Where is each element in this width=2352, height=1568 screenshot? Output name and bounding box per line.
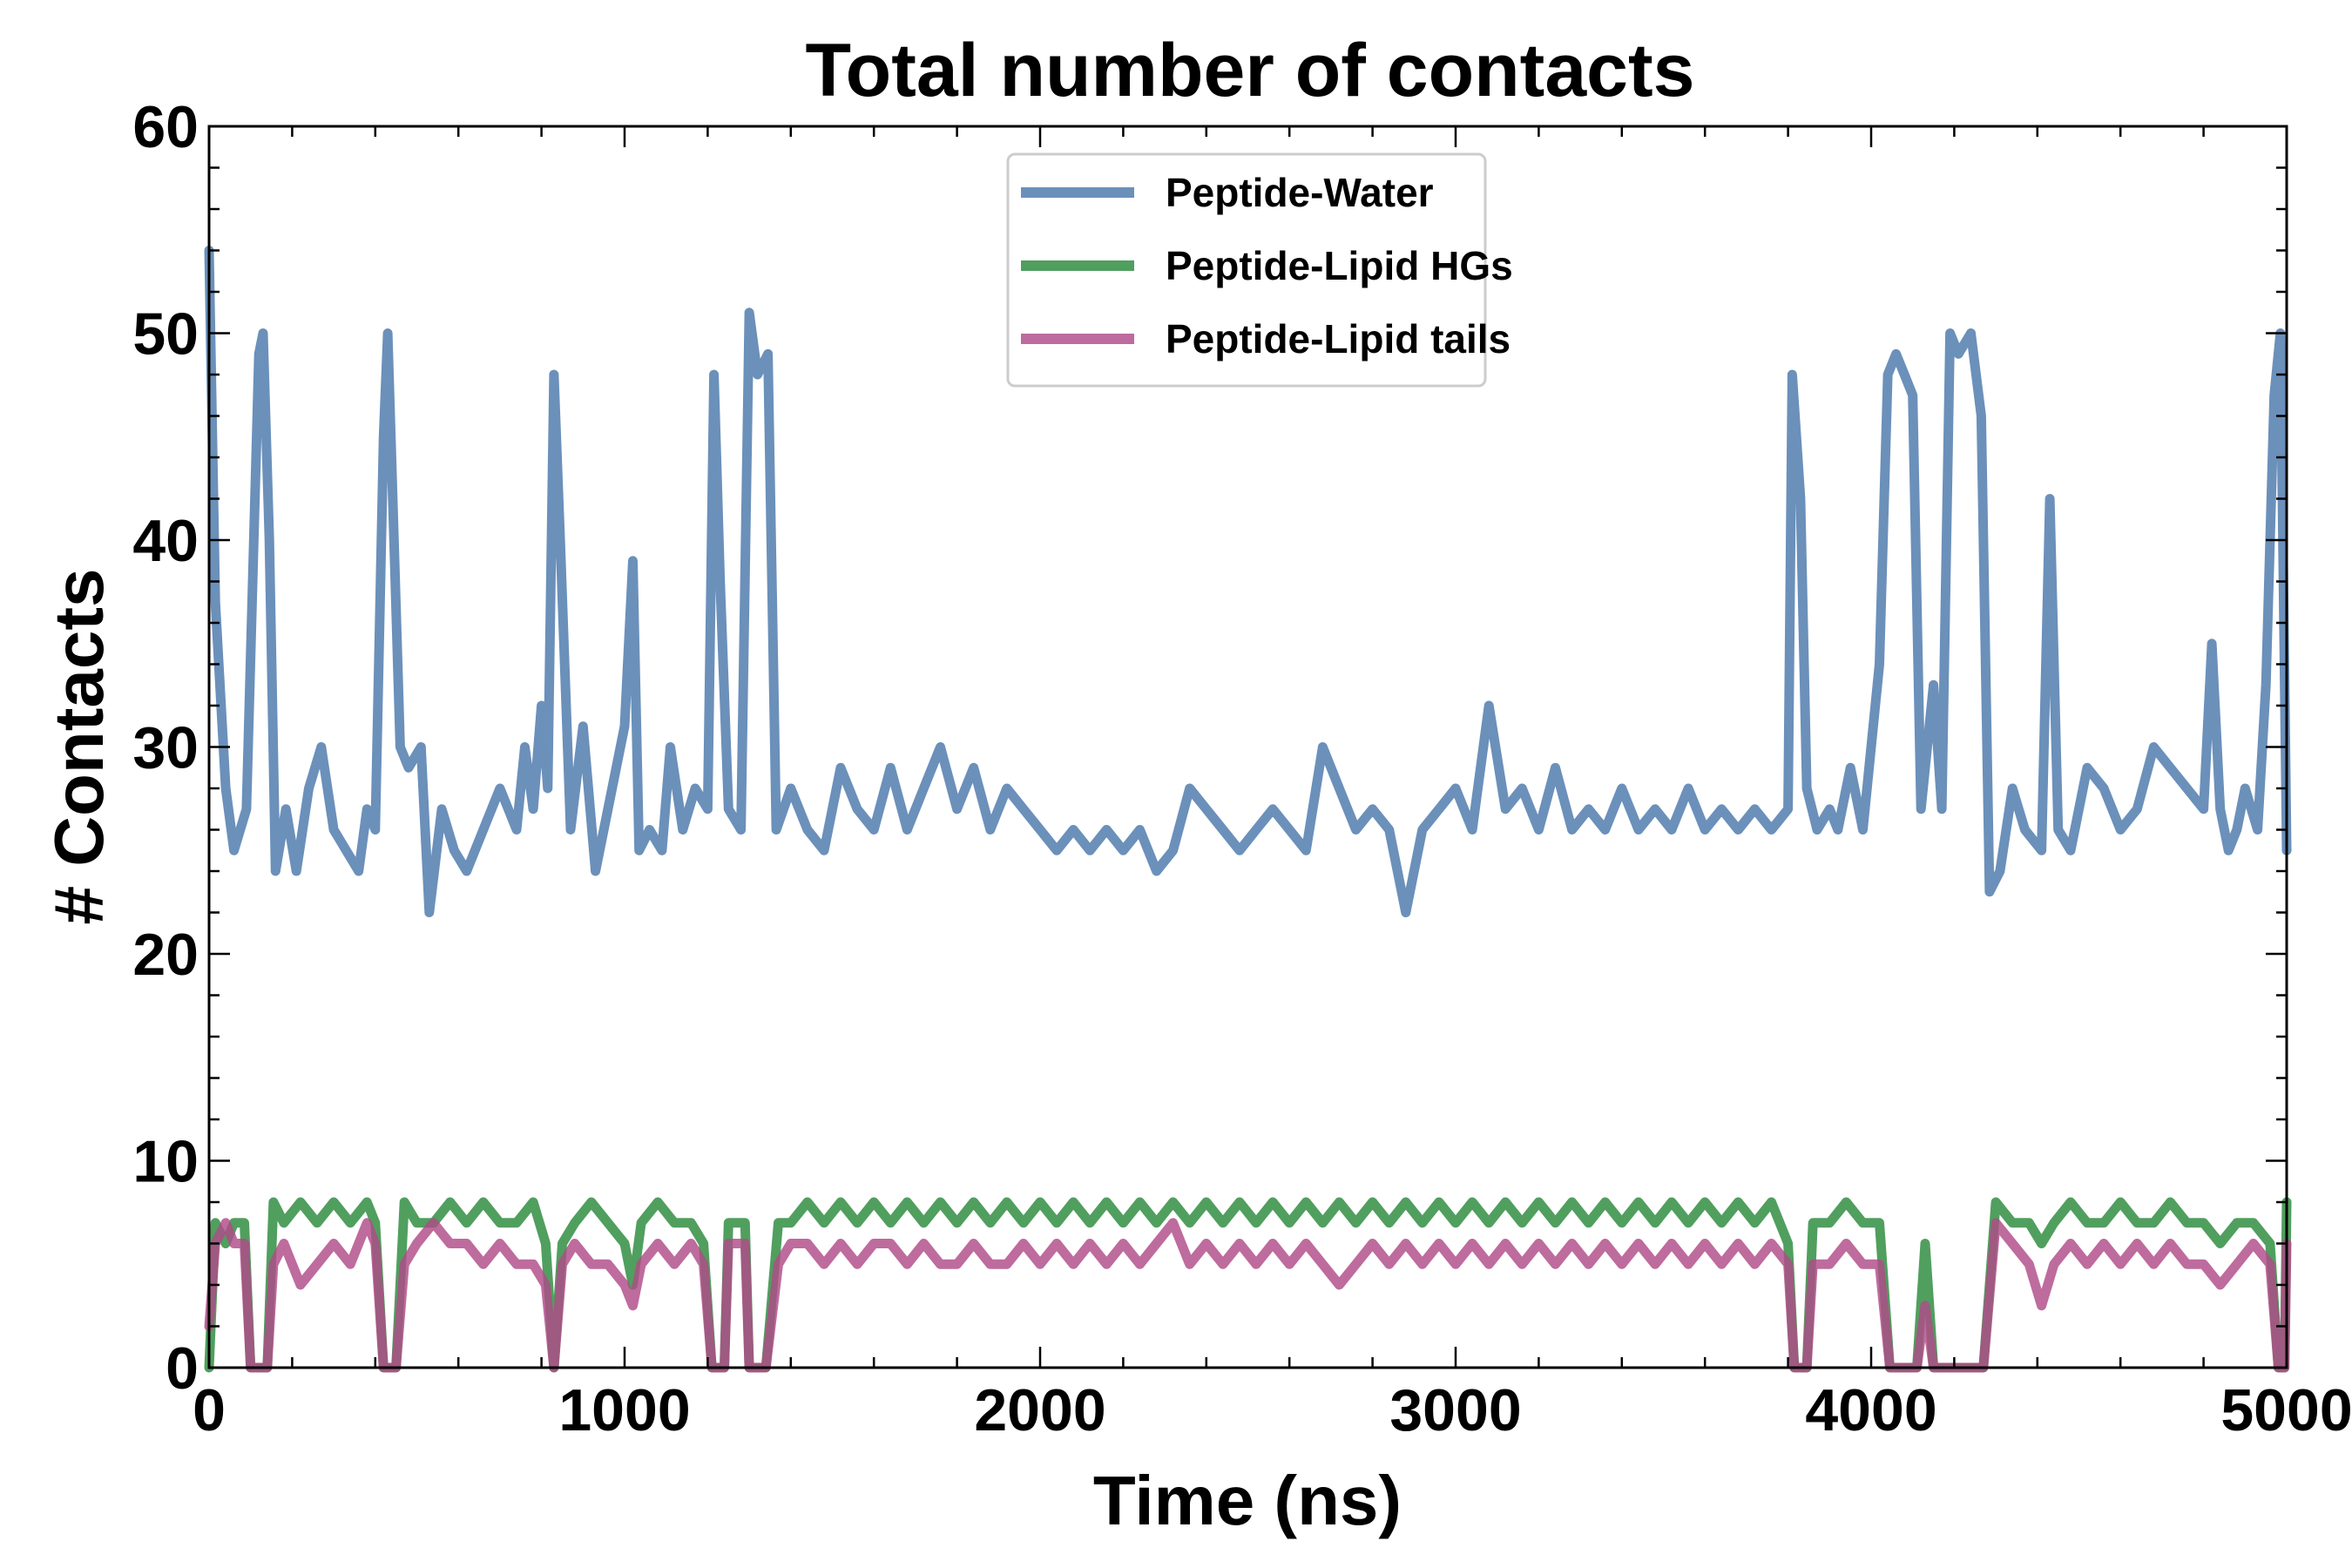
legend: Peptide-Water Peptide-Lipid HGs Peptide-Li… — [1006, 152, 1513, 388]
series-line-peptide-water — [204, 246, 2292, 917]
y-tick-label: 20 — [132, 922, 199, 988]
ticks-layer: 0 1000 2000 3000 4000 5000 0 10 20 30 40 50 60 — [132, 94, 2352, 1443]
x-tick-label: 2000 — [974, 1377, 1105, 1443]
y-tick-label: 30 — [132, 715, 199, 781]
plot-area-frame — [207, 125, 2288, 1369]
x-tick-label: 0 — [193, 1377, 226, 1443]
y-axis-label: # Contacts — [40, 569, 118, 925]
y-tick-label: 60 — [132, 94, 199, 160]
legend-label: Peptide-Lipid HGs — [1166, 243, 1513, 288]
legend-label: Peptide-Water — [1166, 170, 1434, 215]
y-tick-label: 40 — [132, 508, 199, 574]
y-tick-label: 50 — [132, 301, 199, 368]
x-tick-label: 3000 — [1389, 1377, 1521, 1443]
y-tick-label: 0 — [166, 1335, 199, 1402]
x-tick-label: 1000 — [558, 1377, 690, 1443]
legend-label: Peptide-Lipid tails — [1166, 316, 1511, 362]
legend-items: Peptide-Water Peptide-Lipid HGs Peptide-Li… — [1021, 170, 1513, 362]
x-tick-label: 4000 — [1805, 1377, 1936, 1443]
y-tick-label: 10 — [132, 1129, 199, 1195]
legend-box — [1006, 152, 1487, 388]
chart-title: Total number of contacts — [806, 29, 1695, 112]
x-axis-label: Time (ns) — [1093, 1462, 1402, 1539]
x-tick-label: 5000 — [2220, 1377, 2352, 1443]
